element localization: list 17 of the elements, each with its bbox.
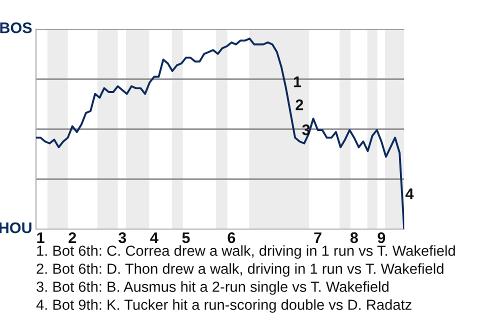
- x-tick-label: 6: [228, 232, 236, 244]
- text: 2. Bot 6th: D. Thon drew a walk, driving in 1 run vs T. Wakefield: [36, 263, 444, 277]
- x-tick-label: 4: [150, 232, 158, 243]
- annotation: 1: [294, 76, 302, 88]
- x-tick-label: 3: [118, 232, 126, 244]
- x-tick-label: 2: [68, 232, 76, 243]
- text: 1. Bot 6th: C. Correa drew a walk, driving in 1 run vs T. Wakefield: [37, 245, 455, 259]
- annotation: 2: [296, 99, 304, 110]
- text: 3. Bot 6th: B. Ausmus hit a 2-run single vs T. Wakefield: [36, 281, 388, 295]
- text: 4: [405, 188, 414, 200]
- x-tick-label: 9: [378, 232, 386, 244]
- text: 4. Bot 9th: K. Tucker hit a run-scoring double vs D. Radatz: [36, 299, 412, 313]
- text: BOS: [0, 22, 32, 34]
- x-tick-label: 8: [350, 232, 358, 244]
- x-tick-label: 1: [37, 232, 44, 243]
- x-tick-label: 7: [314, 232, 322, 243]
- x-tick-label: 5: [182, 232, 190, 244]
